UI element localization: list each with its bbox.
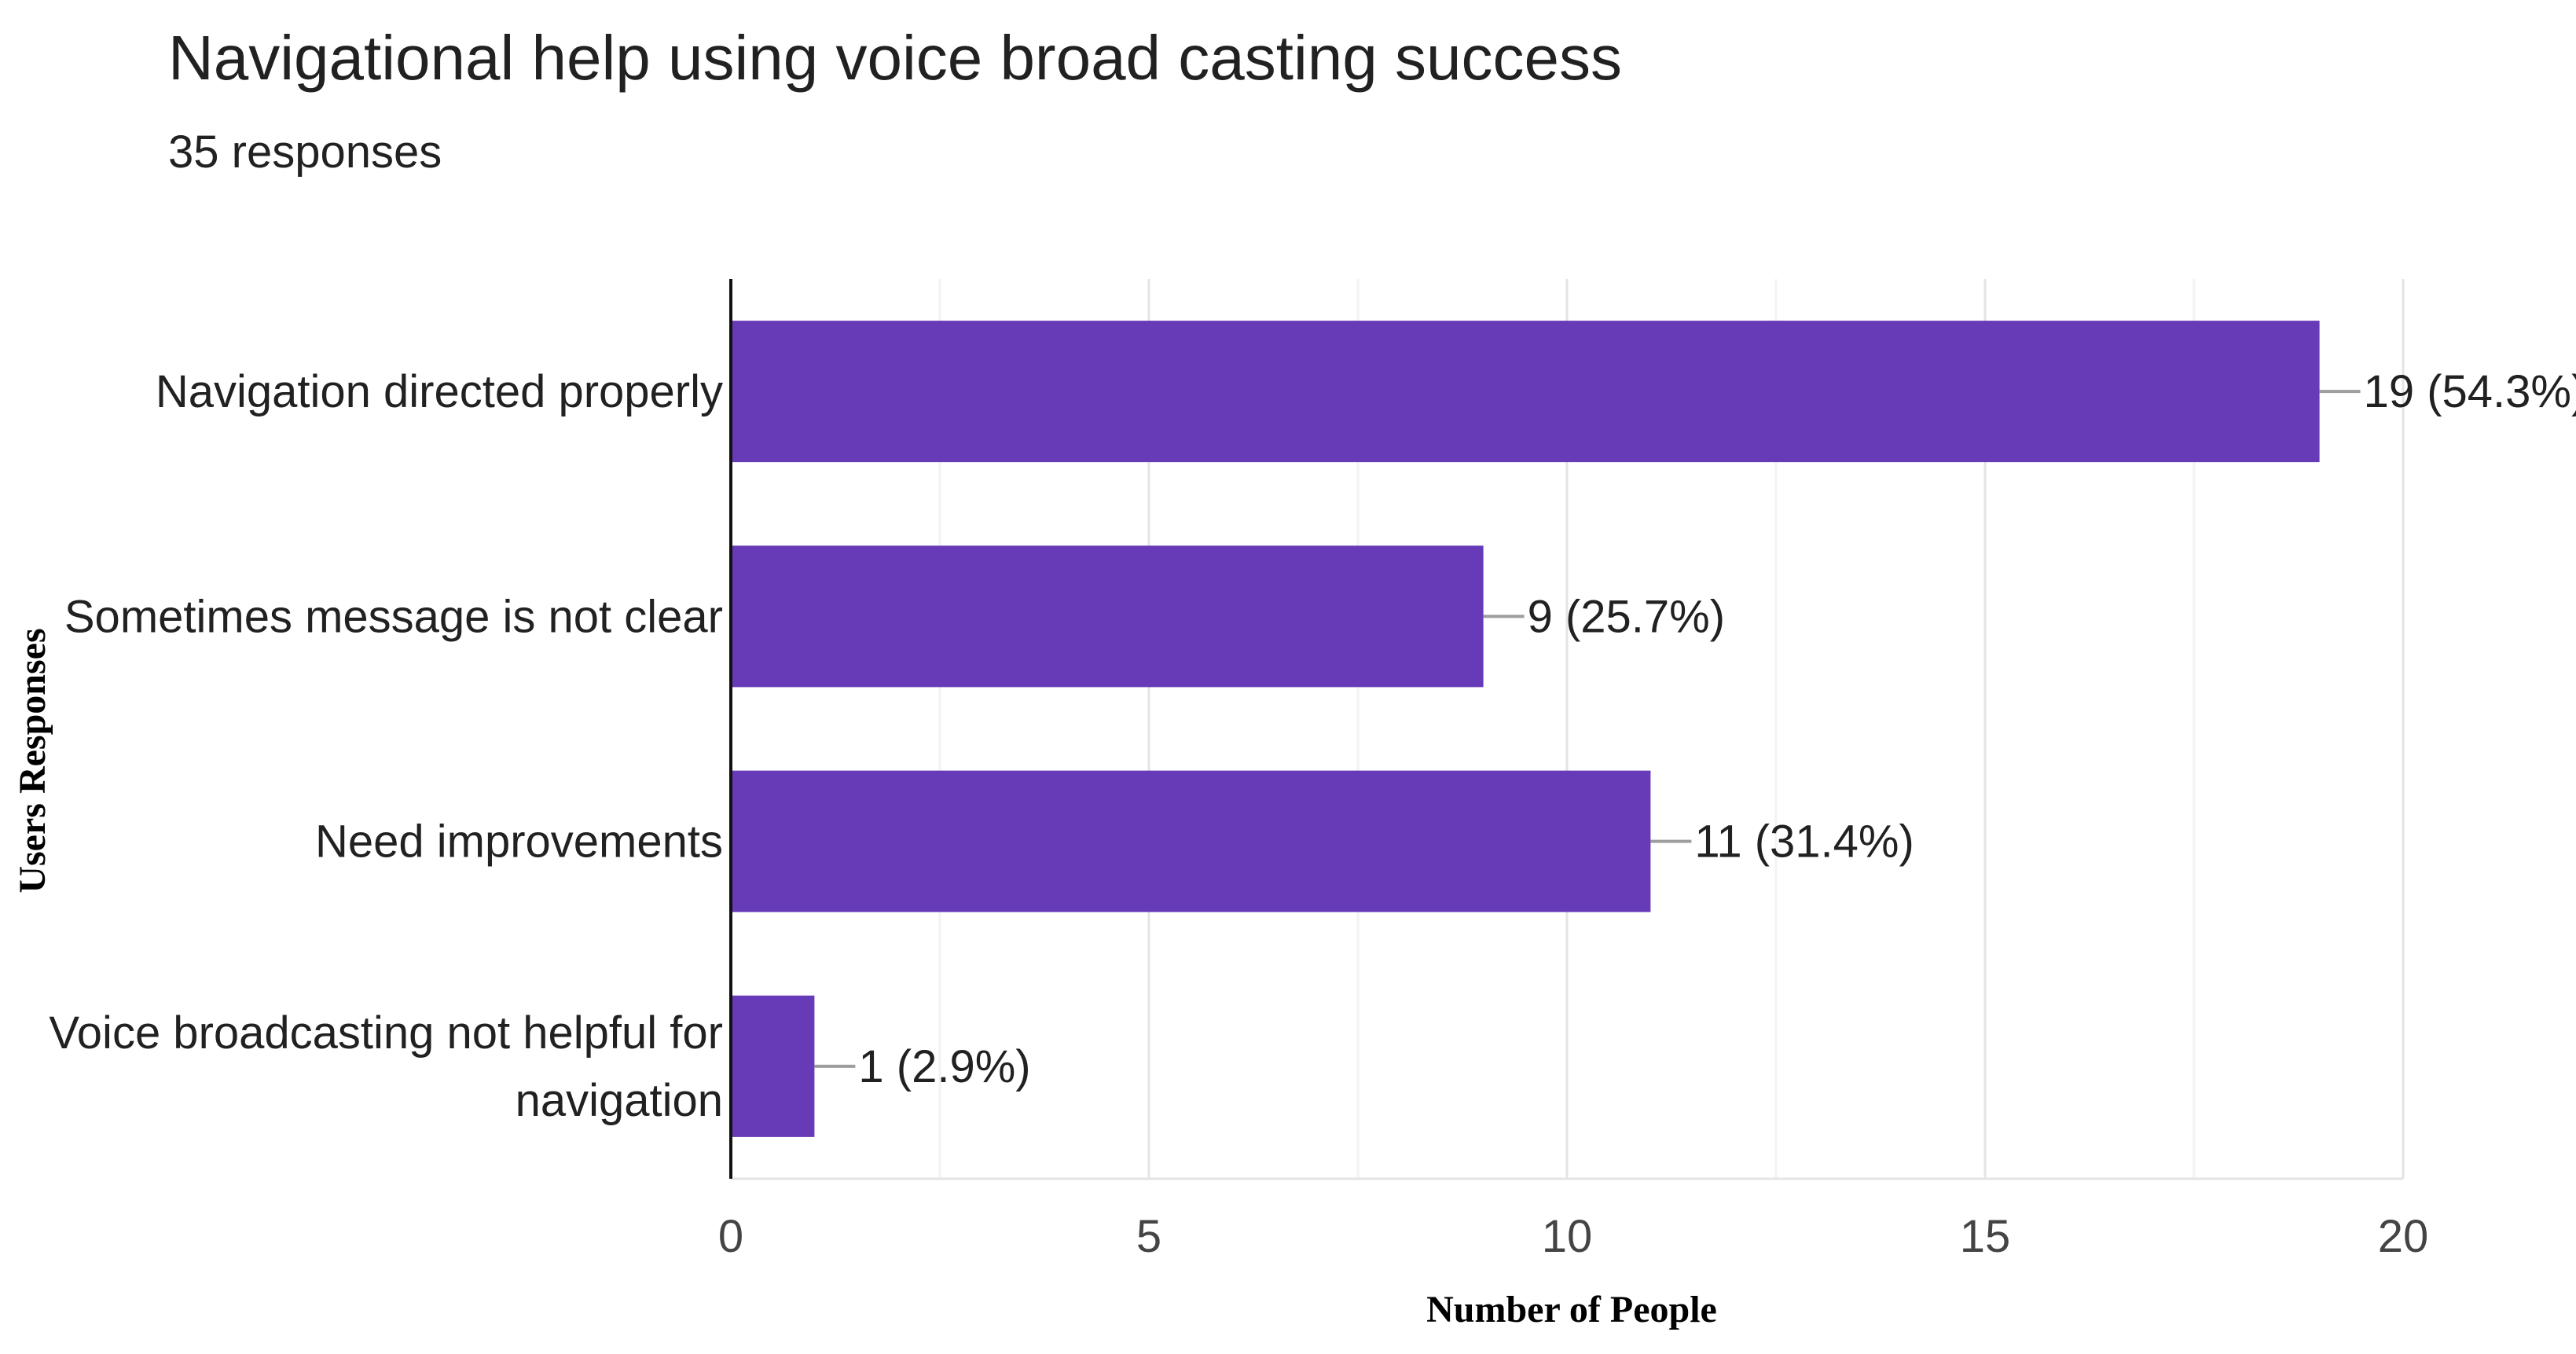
bar	[731, 545, 1484, 688]
axis-layer: 0 5 10 15 20 Number of People Users Responses	[12, 279, 2428, 1330]
category-label: navigation	[516, 1075, 723, 1126]
x-axis-title: Number of People	[1426, 1289, 1717, 1330]
data-label: 1 (2.9%)	[858, 1041, 1030, 1092]
bar-layer	[731, 321, 2320, 1137]
bar	[731, 770, 1651, 912]
x-tick-label: 10	[1542, 1211, 1593, 1262]
category-label: Sometimes message is not clear	[64, 591, 723, 642]
category-label: Voice broadcasting not helpful for	[49, 1007, 723, 1059]
chart-subtitle: 35 responses	[168, 127, 442, 178]
data-label: 9 (25.7%)	[1528, 591, 1725, 642]
chart-title: Navigational help using voice broad cast…	[168, 23, 1622, 93]
x-tick-label: 15	[1960, 1211, 2011, 1262]
y-axis-title: Users Responses	[12, 628, 53, 893]
data-label: 11 (31.4%)	[1694, 816, 1914, 868]
category-label: Need improvements	[315, 816, 723, 868]
x-tick-label: 20	[2378, 1211, 2429, 1262]
bar	[731, 995, 815, 1137]
category-label: Navigation directed properly	[156, 366, 723, 417]
bar	[731, 321, 2320, 463]
label-layer: 19 (54.3%) Navigation directed properly 9 …	[49, 366, 2576, 1126]
x-tick-label: 5	[1136, 1211, 1161, 1262]
data-label: 19 (54.3%)	[2364, 366, 2576, 417]
x-tick-label: 0	[718, 1211, 743, 1262]
